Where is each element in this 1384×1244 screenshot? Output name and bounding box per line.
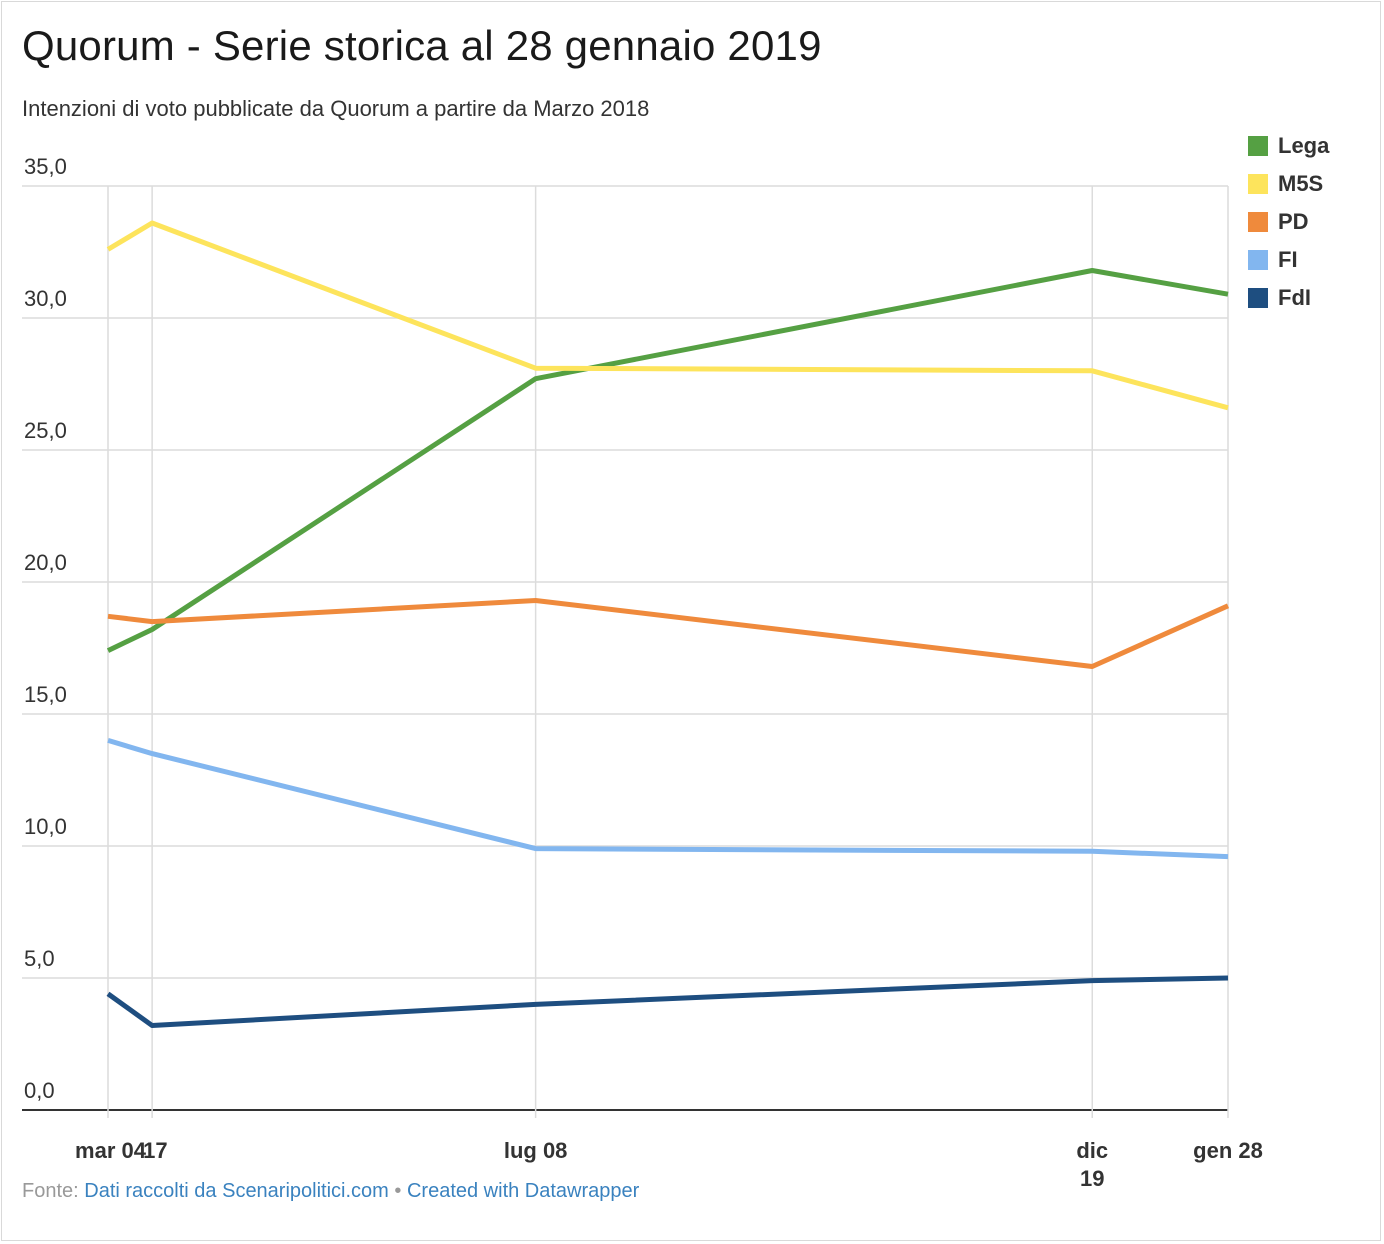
y-tick-label: 30,0 <box>24 286 67 311</box>
footer: Fonte: Dati raccolti da Scenaripolitici.… <box>22 1180 639 1203</box>
legend-item-lega: Lega <box>1248 127 1329 165</box>
legend-swatch <box>1248 212 1268 232</box>
x-tick-label: gen 28 <box>1193 1138 1263 1163</box>
y-tick-label: 0,0 <box>24 1078 55 1103</box>
legend-label: FdI <box>1278 285 1311 310</box>
footer-prefix: Fonte: <box>22 1180 79 1202</box>
x-tick-label: dic <box>1076 1138 1108 1163</box>
y-tick-label: 15,0 <box>24 682 67 707</box>
y-tick-label: 25,0 <box>24 418 67 443</box>
y-tick-label: 20,0 <box>24 550 67 575</box>
y-tick-label: 10,0 <box>24 814 67 839</box>
y-tick-label: 35,0 <box>24 154 67 179</box>
source-link[interactable]: Dati raccolti da Scenaripolitici.com <box>84 1180 389 1202</box>
legend-item-m5s: M5S <box>1248 165 1329 203</box>
legend-swatch <box>1248 136 1268 156</box>
legend-swatch <box>1248 174 1268 194</box>
footer-separator: • <box>394 1180 402 1202</box>
legend-item-fdi: FdI <box>1248 279 1329 317</box>
legend-label: FI <box>1278 247 1298 272</box>
legend-item-pd: PD <box>1248 203 1329 241</box>
series-line-fdi <box>106 975 1229 1028</box>
y-tick-label: 5,0 <box>24 946 55 971</box>
x-tick-label: 19 <box>1080 1166 1104 1191</box>
x-tick-label: mar 04 <box>75 1138 147 1163</box>
series-line-m5s <box>106 220 1229 411</box>
x-tick-label: 17 <box>143 1138 167 1163</box>
x-tick-label: lug 08 <box>504 1138 568 1163</box>
legend-label: M5S <box>1278 171 1324 196</box>
series-line-fi <box>107 738 1229 860</box>
chart-subtitle: Intenzioni di voto pubblicate da Quorum … <box>22 96 650 121</box>
chart-title: Quorum - Serie storica al 28 gennaio 201… <box>22 22 822 69</box>
datawrapper-link[interactable]: Created with Datawrapper <box>406 1180 640 1202</box>
series-line-pd <box>107 598 1230 669</box>
legend-label: Lega <box>1278 133 1330 158</box>
legend: Lega M5S PD FI FdI <box>1248 127 1329 317</box>
legend-label: PD <box>1278 209 1309 234</box>
legend-swatch <box>1248 250 1268 270</box>
legend-item-fi: FI <box>1248 241 1329 279</box>
series-line-lega <box>106 268 1229 653</box>
legend-swatch <box>1248 288 1268 308</box>
